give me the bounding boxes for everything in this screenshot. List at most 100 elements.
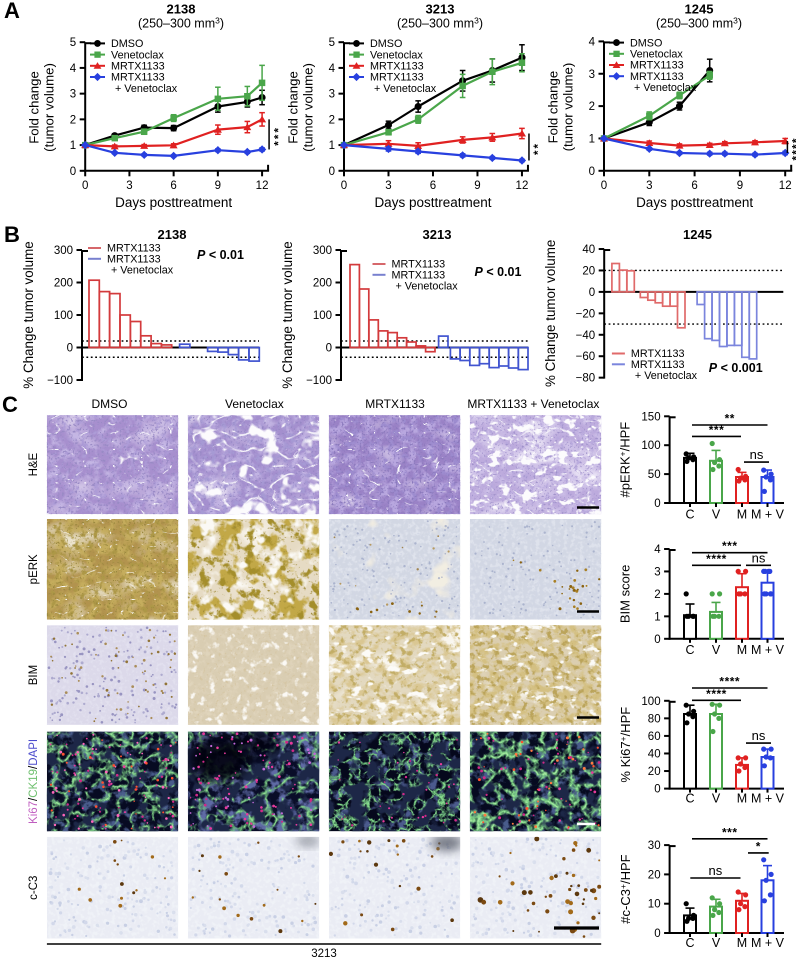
svg-text:−100: −100 bbox=[47, 375, 73, 387]
svg-text:2: 2 bbox=[589, 101, 595, 113]
svg-text:2: 2 bbox=[70, 114, 76, 126]
svg-text:***: *** bbox=[709, 423, 725, 437]
svg-text:MRTX1133: MRTX1133 bbox=[365, 397, 425, 411]
svg-text:100: 100 bbox=[641, 440, 660, 452]
svg-text:3: 3 bbox=[70, 89, 76, 101]
svg-text:Venetoclax: Venetoclax bbox=[630, 49, 683, 61]
svg-text:0: 0 bbox=[589, 166, 595, 178]
svg-text:0: 0 bbox=[341, 180, 347, 192]
svg-text:1: 1 bbox=[329, 140, 335, 152]
svg-text:(tumor volume): (tumor volume) bbox=[561, 63, 576, 152]
svg-text:*: * bbox=[273, 134, 285, 139]
svg-text:5: 5 bbox=[70, 37, 76, 49]
svg-text:−100: −100 bbox=[306, 375, 332, 387]
svg-text:5: 5 bbox=[329, 37, 335, 49]
svg-text:9: 9 bbox=[474, 180, 480, 192]
svg-text:300: 300 bbox=[313, 245, 332, 257]
svg-text:0: 0 bbox=[601, 180, 607, 192]
svg-text:0: 0 bbox=[67, 343, 73, 355]
svg-text:1: 1 bbox=[70, 140, 76, 152]
svg-text:6: 6 bbox=[430, 180, 436, 192]
svg-text:Fold change: Fold change bbox=[27, 71, 42, 144]
svg-text:1: 1 bbox=[654, 611, 660, 623]
svg-text:+ Venetoclax: + Venetoclax bbox=[111, 265, 174, 277]
svg-text:3213: 3213 bbox=[311, 948, 337, 960]
svg-text:MRTX1133: MRTX1133 bbox=[631, 348, 685, 360]
svg-text:(tumor volume): (tumor volume) bbox=[301, 63, 316, 152]
svg-text:2138: 2138 bbox=[158, 227, 187, 242]
svg-text:6: 6 bbox=[170, 180, 176, 192]
svg-text:(250–300 mm3): (250–300 mm3) bbox=[656, 16, 742, 31]
svg-text:300: 300 bbox=[54, 245, 73, 257]
svg-text:MRTX1133: MRTX1133 bbox=[392, 269, 446, 281]
svg-text:1: 1 bbox=[589, 133, 595, 145]
svg-text:4: 4 bbox=[589, 36, 596, 48]
svg-text:60: 60 bbox=[648, 731, 661, 743]
svg-text:Venetoclax: Venetoclax bbox=[225, 397, 284, 411]
svg-text:100: 100 bbox=[54, 310, 73, 322]
svg-text:1245: 1245 bbox=[683, 227, 712, 242]
svg-text:20: 20 bbox=[648, 766, 661, 778]
svg-text:3: 3 bbox=[329, 89, 335, 101]
svg-text:3213: 3213 bbox=[423, 227, 452, 242]
svg-text:P < 0.01: P < 0.01 bbox=[475, 265, 522, 279]
svg-text:*: * bbox=[273, 128, 285, 133]
svg-text:−60: −60 bbox=[576, 351, 596, 363]
svg-text:C: C bbox=[2, 392, 18, 417]
svg-text:#c-C3+/HPF: #c-C3+/HPF bbox=[618, 854, 633, 923]
svg-text:+ Venetoclax: + Venetoclax bbox=[115, 83, 178, 95]
svg-text:*: * bbox=[792, 144, 796, 149]
svg-text:DMSO: DMSO bbox=[370, 38, 402, 50]
svg-text:+ Venetoclax: + Venetoclax bbox=[634, 82, 697, 94]
svg-text:M + V: M + V bbox=[751, 936, 785, 950]
svg-text:Venetoclax: Venetoclax bbox=[111, 49, 164, 61]
svg-text:A: A bbox=[4, 0, 20, 23]
svg-text:9: 9 bbox=[215, 180, 221, 192]
svg-text:M + V: M + V bbox=[751, 792, 785, 806]
svg-text:*: * bbox=[792, 138, 796, 143]
svg-text:+ Venetoclax: + Venetoclax bbox=[396, 281, 459, 293]
svg-text:0: 0 bbox=[329, 166, 335, 178]
svg-text:ns: ns bbox=[709, 863, 723, 878]
svg-text:MRTX1133: MRTX1133 bbox=[107, 243, 161, 255]
svg-text:MRTX1133: MRTX1133 bbox=[370, 61, 424, 73]
svg-text:(tumor volume): (tumor volume) bbox=[42, 63, 57, 152]
svg-text:(250–300 mm3): (250–300 mm3) bbox=[397, 16, 483, 31]
svg-text:100: 100 bbox=[313, 310, 332, 322]
svg-text:M: M bbox=[737, 936, 747, 950]
svg-text:V: V bbox=[712, 792, 721, 806]
svg-text:(250–300 mm3): (250–300 mm3) bbox=[138, 16, 224, 31]
svg-text:M: M bbox=[737, 508, 747, 522]
svg-text:0: 0 bbox=[589, 287, 595, 299]
svg-text:20: 20 bbox=[648, 869, 661, 881]
svg-text:***: *** bbox=[722, 825, 738, 839]
svg-text:V: V bbox=[712, 936, 721, 950]
svg-text:MRTX1133 + Venetoclax: MRTX1133 + Venetoclax bbox=[467, 397, 599, 411]
svg-text:BIM score: BIM score bbox=[618, 565, 633, 624]
svg-text:*: * bbox=[273, 141, 285, 146]
svg-text:P < 0.001: P < 0.001 bbox=[709, 361, 763, 375]
svg-text:+ Venetoclax: + Venetoclax bbox=[635, 370, 698, 382]
svg-text:2138: 2138 bbox=[167, 2, 196, 17]
svg-text:ns: ns bbox=[752, 550, 766, 565]
svg-text:M: M bbox=[737, 792, 747, 806]
svg-text:% Change tumor volume: % Change tumor volume bbox=[280, 241, 295, 388]
svg-text:2: 2 bbox=[329, 114, 335, 126]
svg-text:% Ki67+/HPF: % Ki67+/HPF bbox=[618, 707, 633, 783]
svg-text:6: 6 bbox=[691, 180, 697, 192]
svg-text:ns: ns bbox=[750, 447, 764, 462]
svg-text:−40: −40 bbox=[576, 330, 596, 342]
svg-text:DMSO: DMSO bbox=[92, 397, 128, 411]
svg-text:P < 0.01: P < 0.01 bbox=[197, 248, 244, 262]
svg-text:*: * bbox=[756, 839, 761, 853]
svg-text:0: 0 bbox=[654, 498, 660, 510]
svg-text:+ Venetoclax: + Venetoclax bbox=[374, 83, 437, 95]
svg-text:MRTX1133: MRTX1133 bbox=[370, 72, 424, 84]
svg-text:20: 20 bbox=[582, 265, 595, 277]
svg-text:Venetoclax: Venetoclax bbox=[370, 49, 423, 61]
svg-text:4: 4 bbox=[329, 63, 336, 75]
svg-text:ns: ns bbox=[752, 728, 766, 743]
svg-text:0: 0 bbox=[70, 166, 76, 178]
svg-text:3: 3 bbox=[654, 566, 660, 578]
svg-text:80: 80 bbox=[648, 713, 661, 725]
